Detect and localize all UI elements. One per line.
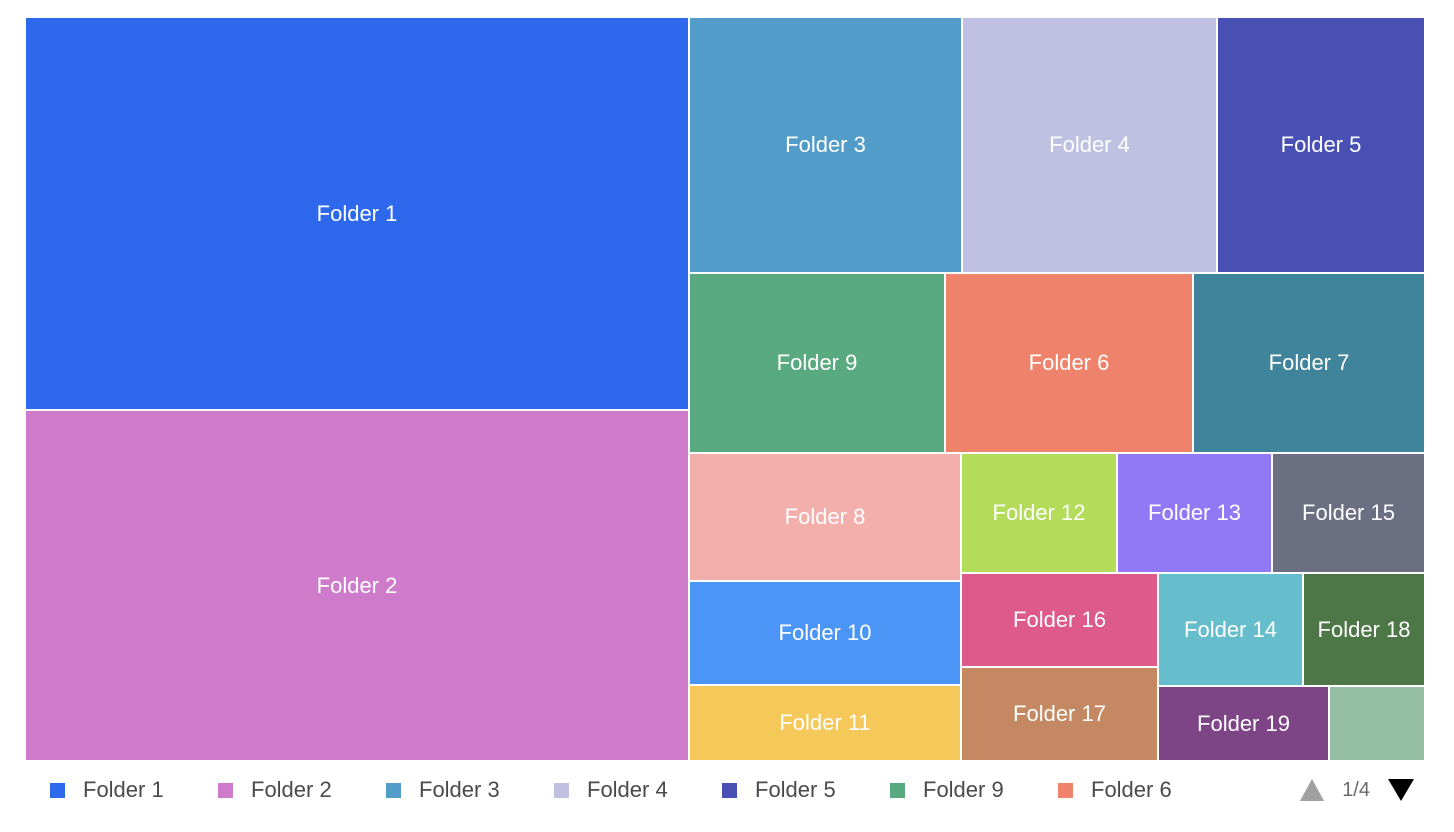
legend-label: Folder 5 [755,777,836,802]
legend-label: Folder 2 [251,777,332,802]
treemap-cell[interactable]: Folder 7 [1194,274,1426,454]
treemap-cell[interactable]: Folder 11 [690,686,962,762]
treemap-cell[interactable]: Folder 2 [26,411,690,762]
treemap-cell-label: Folder 18 [1317,616,1411,642]
legend-label: Folder 4 [587,777,668,802]
treemap-cell[interactable]: Folder 8 [690,454,962,582]
legend-swatch [50,782,65,798]
legend-label: Folder 3 [419,777,500,802]
treemap-cell[interactable]: Folder 5 [1218,18,1426,274]
treemap-cell-label: Folder 14 [1184,616,1277,642]
treemap-cell[interactable]: Folder 18 [1304,574,1426,687]
treemap-cell-label: Folder 3 [785,132,866,157]
treemap-cell[interactable]: Folder 4 [963,18,1218,274]
legend-swatch [218,782,233,798]
treemap-cell[interactable]: Folder 12 [962,454,1118,574]
treemap-cell-label: Folder 2 [316,572,398,598]
treemap-cell[interactable]: Folder 17 [962,668,1159,762]
treemap-cell-label: Folder 17 [1013,701,1106,726]
legend-swatch [1058,782,1073,798]
treemap-cell-label: Folder 8 [784,504,866,529]
legend-label: Folder 1 [83,777,164,802]
legend: Folder 1 Folder 2 Folder 3 Folder 4 Folder 5… [50,772,1226,808]
legend-item[interactable]: Folder 9 [890,777,1058,803]
legend-swatch [554,782,569,798]
treemap-cell[interactable]: Folder 3 [690,18,963,274]
treemap-chart: Folder 1 Folder 2 Folder 3 Folder 4 Folder 5… [26,18,1426,762]
legend-pager: 1/4 [1300,772,1414,808]
treemap-cell-label: Folder 16 [1013,607,1106,632]
treemap-cell[interactable]: Folder 9 [690,274,946,454]
legend-item[interactable]: Folder 6 [1058,777,1226,803]
treemap-cell-label: Folder 19 [1197,710,1290,736]
legend-item[interactable]: Folder 4 [554,777,722,803]
legend-swatch [386,782,401,798]
treemap-cell[interactable]: Folder 1 [26,18,690,411]
treemap-cell[interactable] [1330,687,1426,762]
treemap-cell[interactable]: Folder 6 [946,274,1194,454]
treemap-cell[interactable]: Folder 14 [1159,574,1304,687]
legend-swatch [722,782,737,798]
treemap-cell-label: Folder 5 [1280,132,1362,157]
pager-up-icon[interactable] [1300,779,1325,801]
treemap-cell-label: Folder 1 [316,200,398,226]
legend-item[interactable]: Folder 5 [722,777,890,803]
legend-swatch [890,782,905,798]
treemap-cell-label: Folder 13 [1148,500,1241,525]
legend-item[interactable]: Folder 2 [218,777,386,803]
treemap-cell[interactable]: Folder 16 [962,574,1159,668]
treemap-cell[interactable]: Folder 10 [690,582,962,686]
treemap-cell-label: Folder 12 [992,500,1086,525]
treemap-cell-label: Folder 9 [776,350,858,375]
legend-label: Folder 9 [923,777,1004,802]
legend-item[interactable]: Folder 3 [386,777,554,803]
treemap-cell[interactable]: Folder 15 [1273,454,1426,574]
treemap-cell-label: Folder 4 [1049,132,1130,157]
pager-down-icon[interactable] [1388,779,1414,801]
treemap-cell-label: Folder 15 [1302,500,1395,525]
treemap-cell-label: Folder 6 [1028,350,1110,375]
treemap-cell[interactable]: Folder 13 [1118,454,1273,574]
pager-page-indicator: 1/4 [1342,778,1370,801]
legend-label: Folder 6 [1091,777,1172,802]
treemap-cell-label: Folder 10 [778,620,872,645]
treemap-cell-label: Folder 11 [779,710,871,735]
legend-item[interactable]: Folder 1 [50,777,218,803]
treemap-cell[interactable]: Folder 19 [1159,687,1330,762]
treemap-cell-label: Folder 7 [1268,350,1350,375]
